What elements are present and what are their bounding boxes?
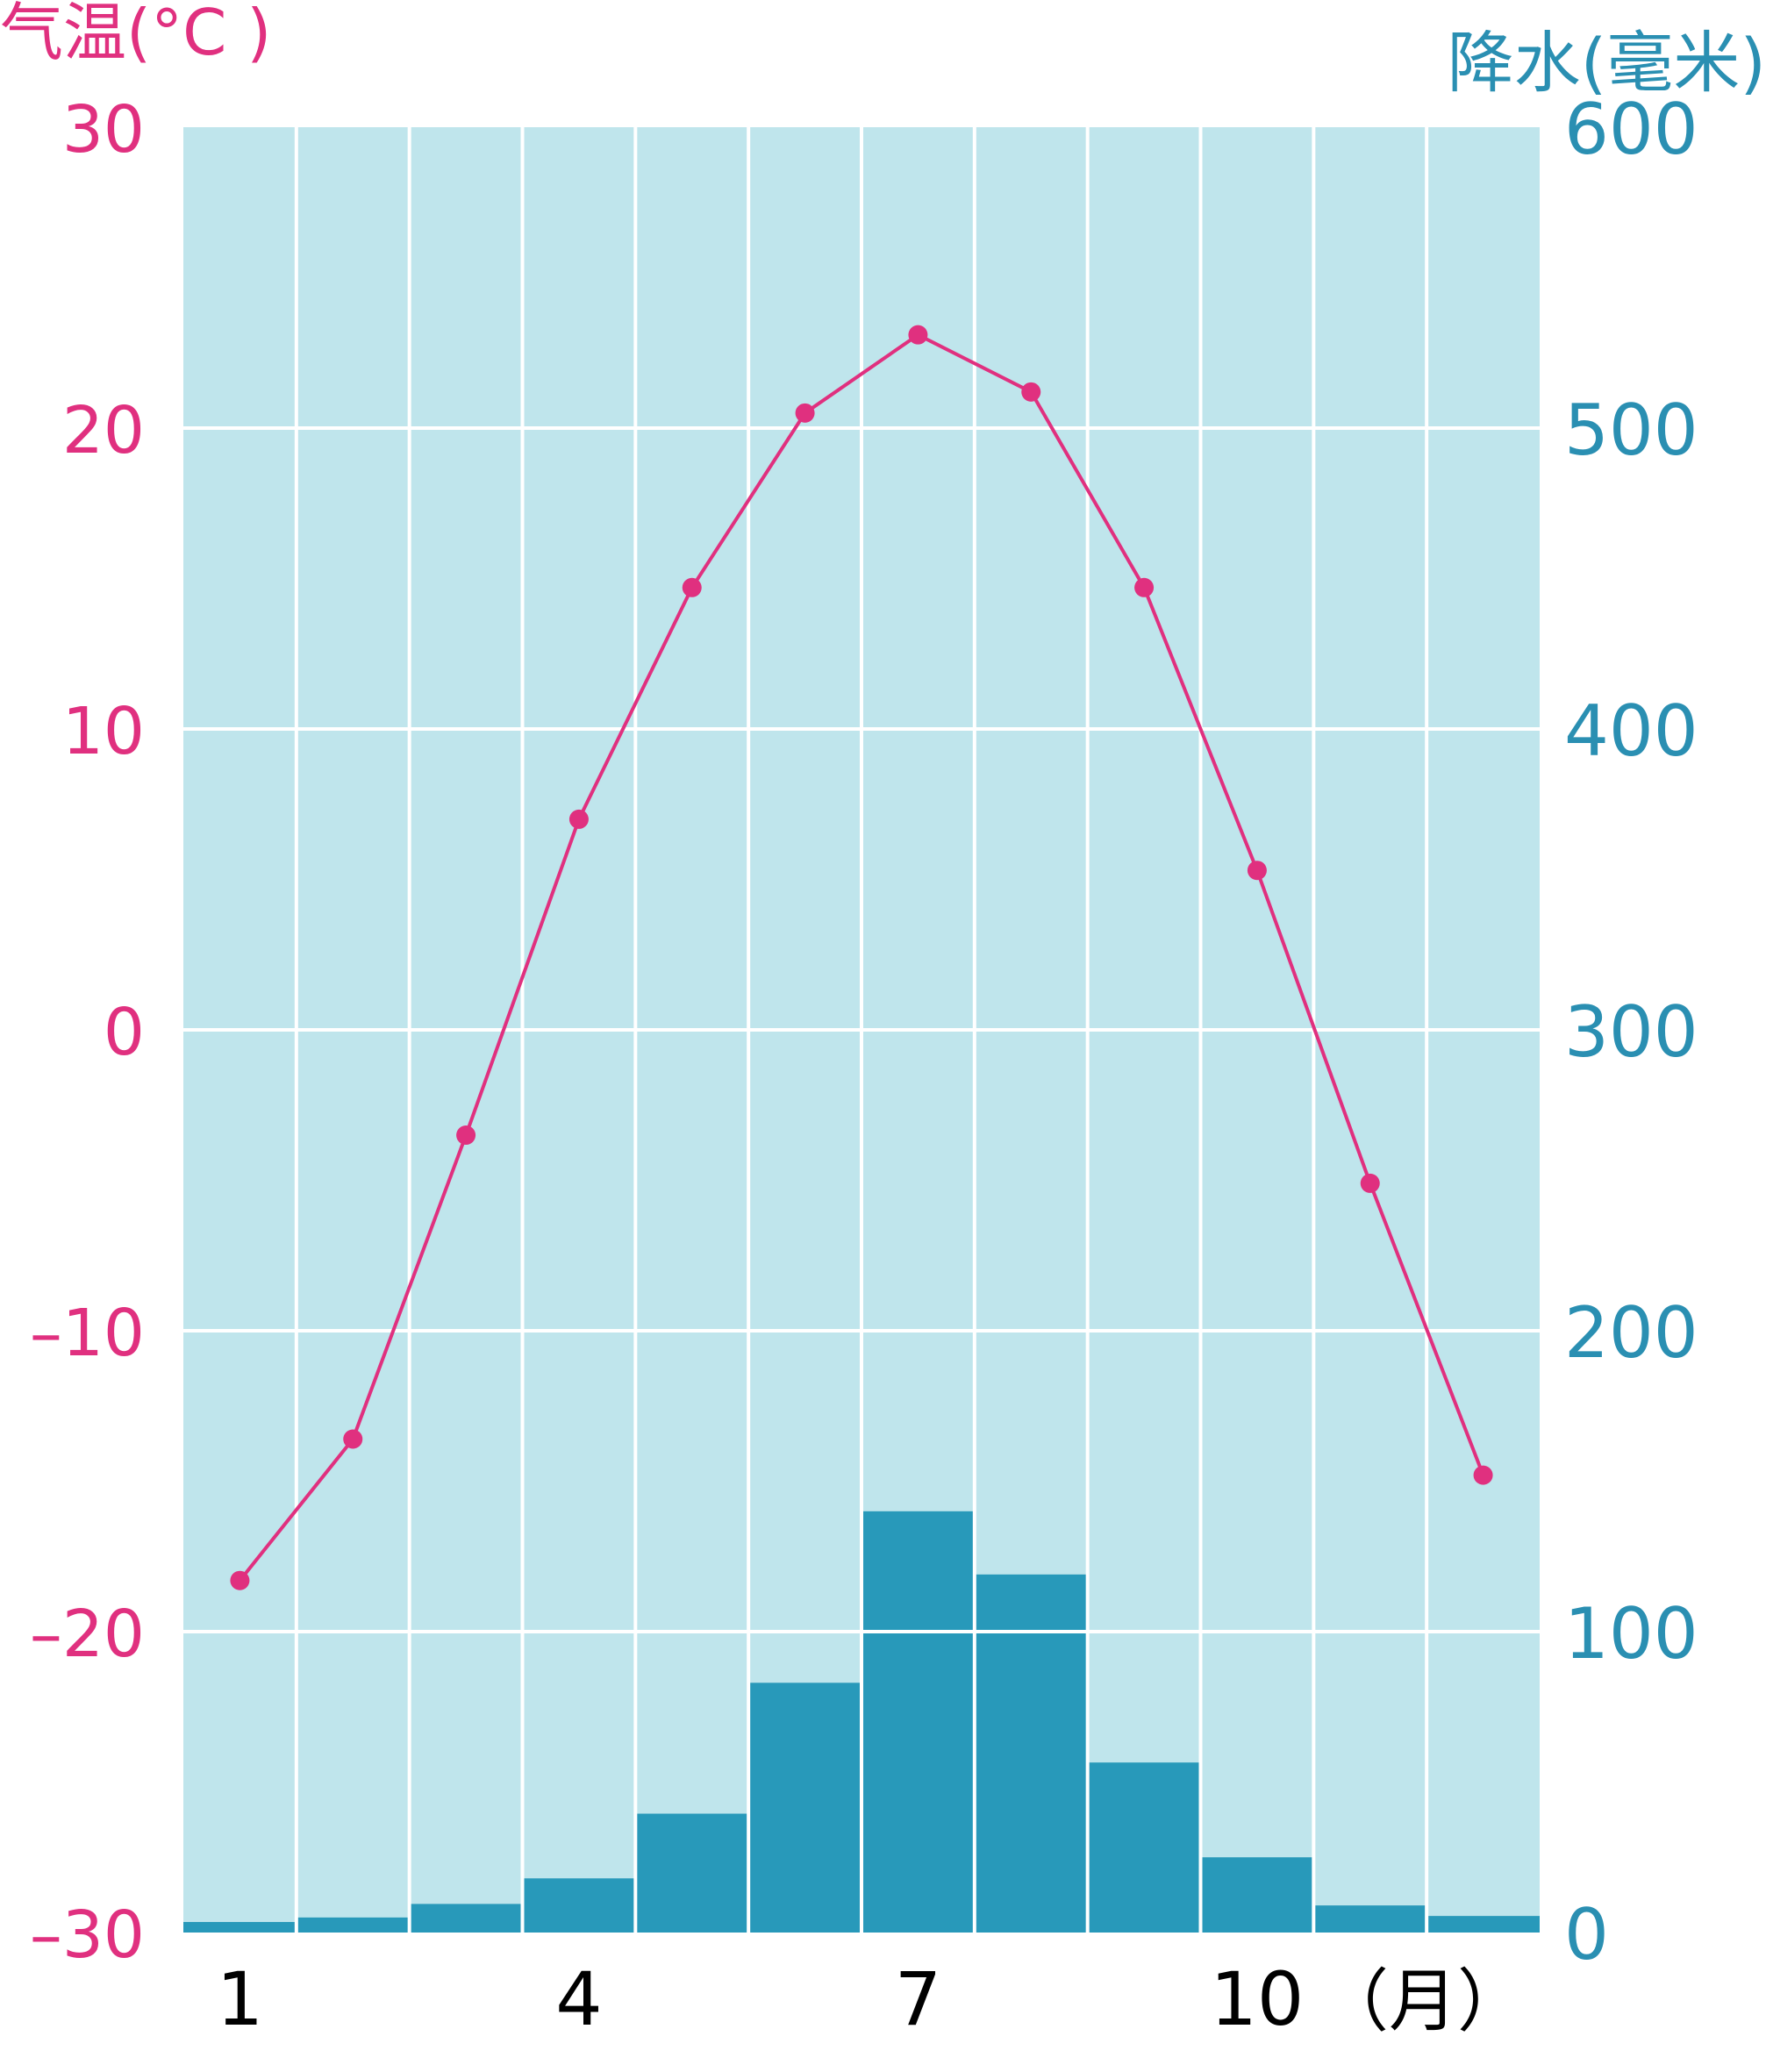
temperature-series [230,325,1493,1590]
temperature-point-9 [1134,577,1155,597]
x-tick-label: 1 [217,1956,263,2042]
right-tick-label: 300 [1564,991,1698,1073]
temperature-point-2 [343,1429,363,1449]
left-axis-title: 气温(°C ) [0,0,271,69]
right-tick-label: 600 [1564,89,1698,170]
temperature-point-12 [1473,1465,1493,1485]
precipitation-bars [183,1511,1540,1933]
temperature-point-4 [568,809,589,829]
right-tick-label: 100 [1564,1593,1698,1675]
x-tick-label: 7 [895,1956,941,2042]
right-axis-ticks: 600 500 400 300 200 100 0 [1564,89,1698,1976]
precip-bar-6 [748,1683,862,1933]
right-axis-title: 降水(毫米) [1448,24,1766,102]
left-tick-label: 10 [62,694,145,769]
left-axis-ticks: 30 20 10 0 –10 –20 –30 [30,92,145,1973]
precip-bar-10 [1200,1857,1314,1933]
temperature-point-6 [795,403,815,423]
precip-bar-4 [522,1878,636,1933]
right-tick-label: 0 [1564,1894,1609,1976]
right-tick-label: 200 [1564,1292,1698,1374]
temperature-line [238,332,1485,1582]
left-tick-label: –20 [30,1597,145,1672]
precip-bar-11 [1313,1905,1427,1933]
grid [183,127,1540,1933]
temperature-point-3 [456,1125,476,1146]
precip-bar-5 [635,1813,749,1933]
precip-bar-3 [409,1904,523,1933]
left-tick-label: 20 [62,393,145,468]
x-axis-unit: （月） [1320,1962,1526,2041]
left-tick-label: 0 [104,995,145,1070]
temperature-point-10 [1247,861,1267,881]
temperature-point-8 [1021,382,1041,402]
temperature-point-5 [682,577,702,597]
left-tick-label: –10 [30,1296,145,1371]
x-tick-label: 10 [1210,1956,1304,2042]
right-tick-label: 500 [1564,389,1698,471]
right-tick-label: 400 [1564,690,1698,772]
precip-bar-9 [1087,1762,1201,1933]
precip-bar-12 [1426,1916,1540,1933]
precip-bar-7 [862,1511,975,1933]
left-tick-label: –30 [30,1897,145,1973]
x-tick-label: 4 [555,1956,602,2042]
temperature-point-1 [230,1570,250,1590]
precip-bar-8 [974,1574,1088,1933]
temperature-point-11 [1360,1173,1380,1193]
left-tick-label: 30 [62,92,145,168]
temperature-point-7 [908,325,928,345]
precip-bar-1 [183,1921,297,1933]
precip-bar-2 [296,1917,410,1933]
x-axis-ticks: 1 4 7 10 [217,1956,1305,2042]
